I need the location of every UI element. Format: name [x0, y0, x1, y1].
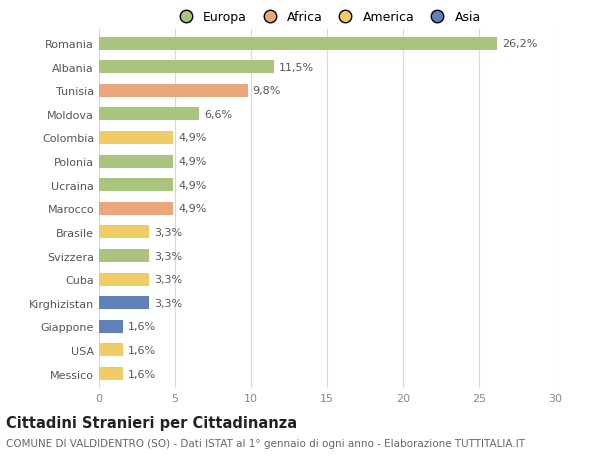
Bar	[99, 84, 248, 98]
Bar	[99, 179, 173, 192]
Bar	[99, 320, 124, 333]
Text: 4,9%: 4,9%	[178, 204, 206, 214]
Text: 1,6%: 1,6%	[128, 345, 156, 355]
Bar	[99, 132, 173, 145]
Bar	[99, 38, 497, 50]
Text: COMUNE DI VALDIDENTRO (SO) - Dati ISTAT al 1° gennaio di ogni anno - Elaborazion: COMUNE DI VALDIDENTRO (SO) - Dati ISTAT …	[6, 438, 525, 448]
Bar	[99, 273, 149, 286]
Text: 4,9%: 4,9%	[178, 133, 206, 143]
Bar	[99, 202, 173, 215]
Legend: Europa, Africa, America, Asia: Europa, Africa, America, Asia	[169, 7, 485, 28]
Bar	[99, 108, 199, 121]
Text: Cittadini Stranieri per Cittadinanza: Cittadini Stranieri per Cittadinanza	[6, 415, 297, 431]
Text: 3,3%: 3,3%	[154, 227, 182, 237]
Bar	[99, 297, 149, 309]
Text: 1,6%: 1,6%	[128, 322, 156, 331]
Text: 6,6%: 6,6%	[204, 110, 232, 120]
Text: 3,3%: 3,3%	[154, 274, 182, 285]
Text: 4,9%: 4,9%	[178, 157, 206, 167]
Bar	[99, 155, 173, 168]
Text: 26,2%: 26,2%	[502, 39, 537, 49]
Text: 9,8%: 9,8%	[253, 86, 281, 96]
Text: 11,5%: 11,5%	[278, 62, 313, 73]
Text: 4,9%: 4,9%	[178, 180, 206, 190]
Text: 3,3%: 3,3%	[154, 251, 182, 261]
Text: 3,3%: 3,3%	[154, 298, 182, 308]
Bar	[99, 344, 124, 357]
Bar	[99, 250, 149, 263]
Bar	[99, 226, 149, 239]
Bar	[99, 367, 124, 380]
Bar	[99, 61, 274, 74]
Text: 1,6%: 1,6%	[128, 369, 156, 379]
